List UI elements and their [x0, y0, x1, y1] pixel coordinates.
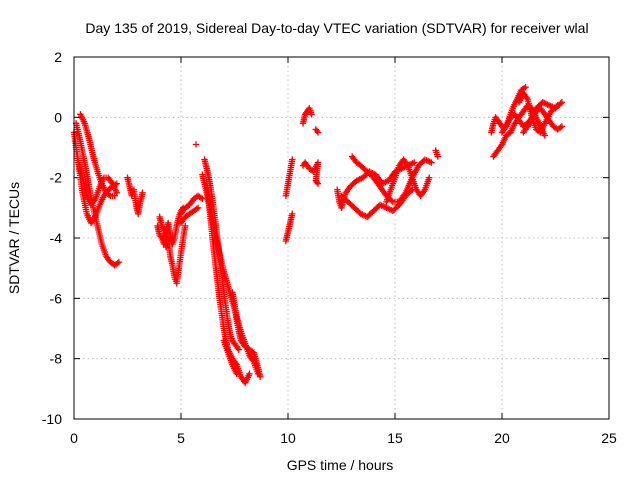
x-tick-label: 0: [70, 430, 78, 446]
y-tick-label: -4: [50, 230, 63, 246]
data-point: [313, 127, 321, 135]
data-point: [194, 204, 202, 212]
x-tick-label: 25: [601, 430, 617, 446]
data-point: [289, 210, 296, 218]
chart-title: Day 135 of 2019, Sidereal Day-to-day VTE…: [85, 20, 588, 36]
data-point: [553, 103, 560, 110]
data-point: [197, 194, 205, 201]
plot-frame: [73, 56, 610, 420]
data-point: [199, 195, 206, 202]
data-point: [233, 370, 240, 377]
x-tick-label: 20: [494, 430, 510, 446]
data-point: [428, 159, 435, 166]
data-point: [289, 156, 296, 163]
x-axis-label: GPS time / hours: [287, 457, 394, 473]
data-point: [313, 178, 321, 186]
data-point: [557, 124, 564, 131]
data-point: [246, 370, 253, 377]
x-tick-label: 5: [177, 430, 185, 446]
data-point: [193, 205, 200, 213]
data-point: [314, 129, 322, 136]
data-point: [308, 111, 315, 118]
data-point: [235, 346, 242, 353]
y-tick-label: -2: [50, 170, 63, 186]
data-point: [256, 373, 264, 380]
data-point: [426, 174, 433, 181]
data-point: [115, 258, 123, 266]
data-point: [388, 197, 395, 204]
data-point: [192, 141, 200, 148]
y-tick-label: 2: [54, 49, 62, 65]
data-point: [139, 189, 146, 196]
y-tick-label: 0: [54, 109, 62, 125]
data-point: [541, 132, 548, 139]
y-tick-label: -8: [50, 351, 63, 367]
data-point: [314, 180, 322, 187]
x-tick-label: 10: [280, 430, 296, 446]
data-point: [105, 191, 113, 198]
data-point: [114, 259, 121, 267]
data-point: [434, 153, 441, 160]
y-tick-label: -10: [42, 411, 62, 427]
y-tick-label: -6: [50, 290, 63, 306]
data-point: [520, 84, 528, 92]
x-tick-label: 15: [387, 430, 403, 446]
data-point: [558, 123, 566, 130]
y-axis-label: SDTVAR / TECUs: [6, 182, 22, 294]
data-point: [558, 99, 566, 106]
data-points: [70, 83, 566, 386]
data-point: [522, 83, 529, 91]
data-point: [554, 102, 561, 109]
data-point: [182, 222, 189, 230]
data-point: [113, 189, 120, 196]
data-point: [411, 159, 418, 166]
